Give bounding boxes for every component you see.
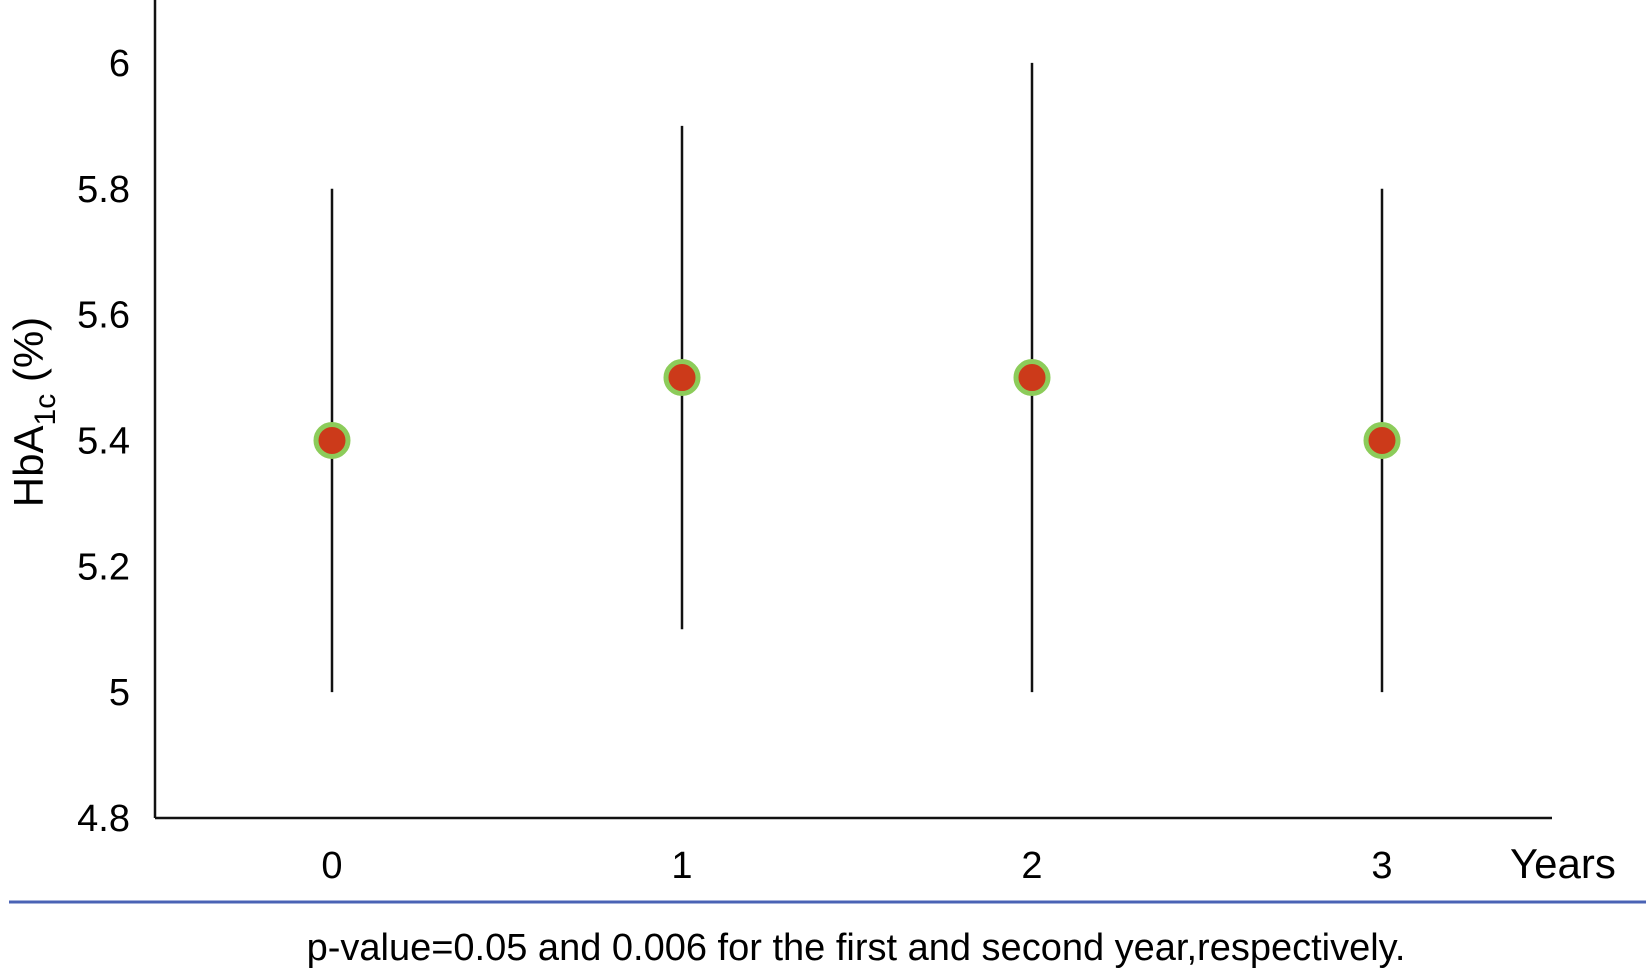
x-tick-labels: 0 1 2 3	[321, 845, 1392, 887]
y-tick-label: 4.8	[77, 798, 130, 840]
data-points	[313, 359, 1401, 459]
data-point	[663, 359, 701, 397]
data-point	[1013, 359, 1051, 397]
x-tick-label: 2	[1021, 845, 1042, 887]
y-tick-labels: 4.8 5 5.2 5.4 5.6 5.8 6	[77, 43, 130, 840]
x-tick-label: 1	[671, 845, 692, 887]
y-axis-title-main: HbA	[5, 425, 52, 507]
y-axis-title-subscript: 1c	[29, 394, 62, 426]
y-tick-label: 5.8	[77, 169, 130, 211]
footnote: p-value=0.05 and 0.006 for the first and…	[307, 927, 1406, 969]
x-tick-label: 3	[1371, 845, 1392, 887]
y-axis-title: HbA1c (%)	[5, 317, 62, 507]
data-point	[1363, 421, 1401, 459]
y-tick-label: 6	[109, 43, 130, 85]
y-tick-label: 5.6	[77, 295, 130, 337]
x-axis-title: Years	[1510, 840, 1616, 887]
data-point	[313, 421, 351, 459]
y-tick-label: 5.4	[77, 420, 130, 462]
x-tick-label: 0	[321, 845, 342, 887]
y-tick-label: 5.2	[77, 546, 130, 588]
plot-area	[153, 0, 1552, 820]
y-tick-label: 5	[109, 672, 130, 714]
y-axis-title-suffix: (%)	[5, 317, 52, 394]
error-bars	[330, 62, 1384, 693]
